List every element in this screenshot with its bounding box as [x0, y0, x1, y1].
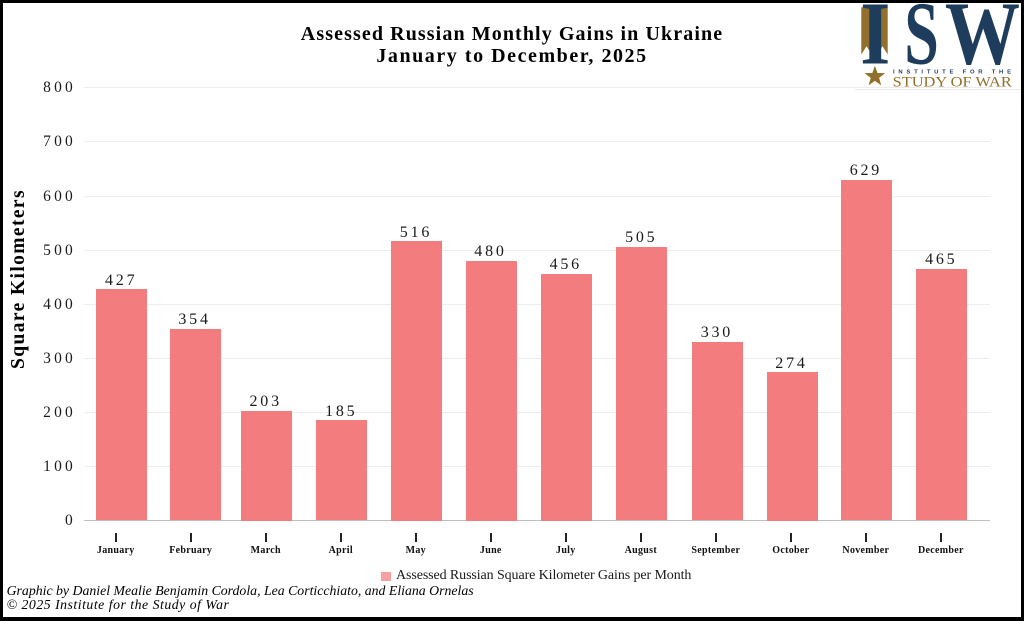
- svg-text:S: S: [904, 0, 939, 83]
- svg-text:STUDY OF WAR: STUDY OF WAR: [893, 74, 1013, 91]
- svg-text:W: W: [945, 0, 1020, 83]
- svg-text:INSTITUTE FOR THE: INSTITUTE FOR THE: [893, 70, 1011, 76]
